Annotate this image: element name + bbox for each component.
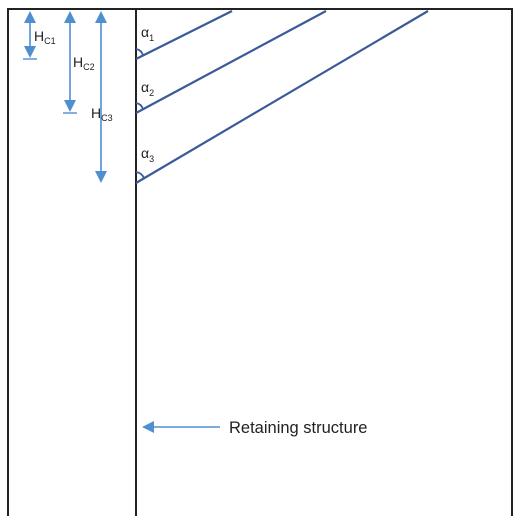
angle-arc-1 — [135, 48, 144, 56]
angle-label-2: α2 — [141, 79, 154, 98]
depth-label-hc1: HC1 — [34, 28, 56, 46]
angle-arc-3 — [135, 171, 145, 179]
depth-label-hc2: HC2 — [73, 54, 95, 72]
angle-label-1: α1 — [141, 24, 154, 43]
soil-boundary-frame — [7, 8, 513, 516]
depth-arrow-hc1 — [23, 11, 37, 60]
depth-arrow-hc2 — [63, 11, 77, 114]
depth-label-hc3: HC3 — [91, 105, 113, 123]
angle-arc-2 — [135, 102, 144, 110]
depth-arrow-hc3 — [95, 11, 107, 183]
structure-label: Retaining structure — [229, 419, 368, 437]
slope-line-1 — [135, 10, 233, 60]
angle-label-3: α3 — [141, 145, 154, 164]
structure-pointer-arrow — [142, 421, 220, 433]
slope-line-3 — [135, 10, 429, 184]
slope-line-2 — [135, 10, 327, 114]
